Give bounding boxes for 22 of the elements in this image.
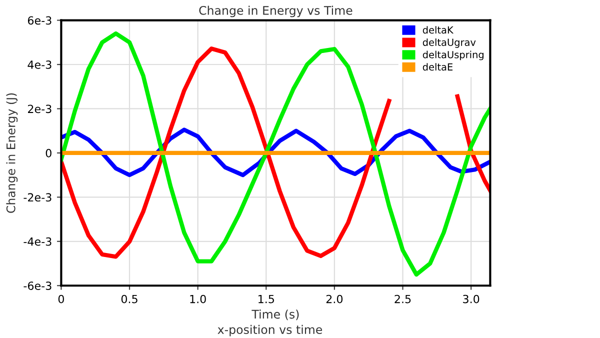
y-tick-label: -6e-3 xyxy=(24,282,52,290)
text: x-position vs time xyxy=(218,324,322,336)
x-tick-label: 2.0 xyxy=(326,294,343,304)
legend-label: deltaE xyxy=(422,63,453,71)
x-tick-label: 1.0 xyxy=(190,294,206,304)
x-tick-label: 0 xyxy=(58,294,64,304)
x-tick-label: 3.0 xyxy=(463,294,480,304)
y-tick-label: 4e-3 xyxy=(28,60,52,69)
y-tick-label: 6e-3 xyxy=(28,16,52,25)
y-tick-label: -4e-3 xyxy=(24,237,52,246)
x-tick-label: 2.5 xyxy=(394,294,411,304)
y-tick-label: -2e-3 xyxy=(24,193,52,202)
chart-title: Change in Energy vs Time xyxy=(199,6,352,18)
x-tick-label: 1.5 xyxy=(258,294,274,304)
x-tick-label: 0.5 xyxy=(121,294,138,304)
legend-label: deltaUspring xyxy=(422,50,484,60)
legend-label: deltaK xyxy=(422,26,454,34)
y-tick-label: 2e-3 xyxy=(28,104,52,114)
x-axis-title: Time (s) xyxy=(252,310,299,320)
y-tick-label: 0 xyxy=(46,148,52,158)
y-axis-title: Change in Energy (J) xyxy=(6,93,18,213)
legend-label: deltaUgrav xyxy=(422,38,476,48)
